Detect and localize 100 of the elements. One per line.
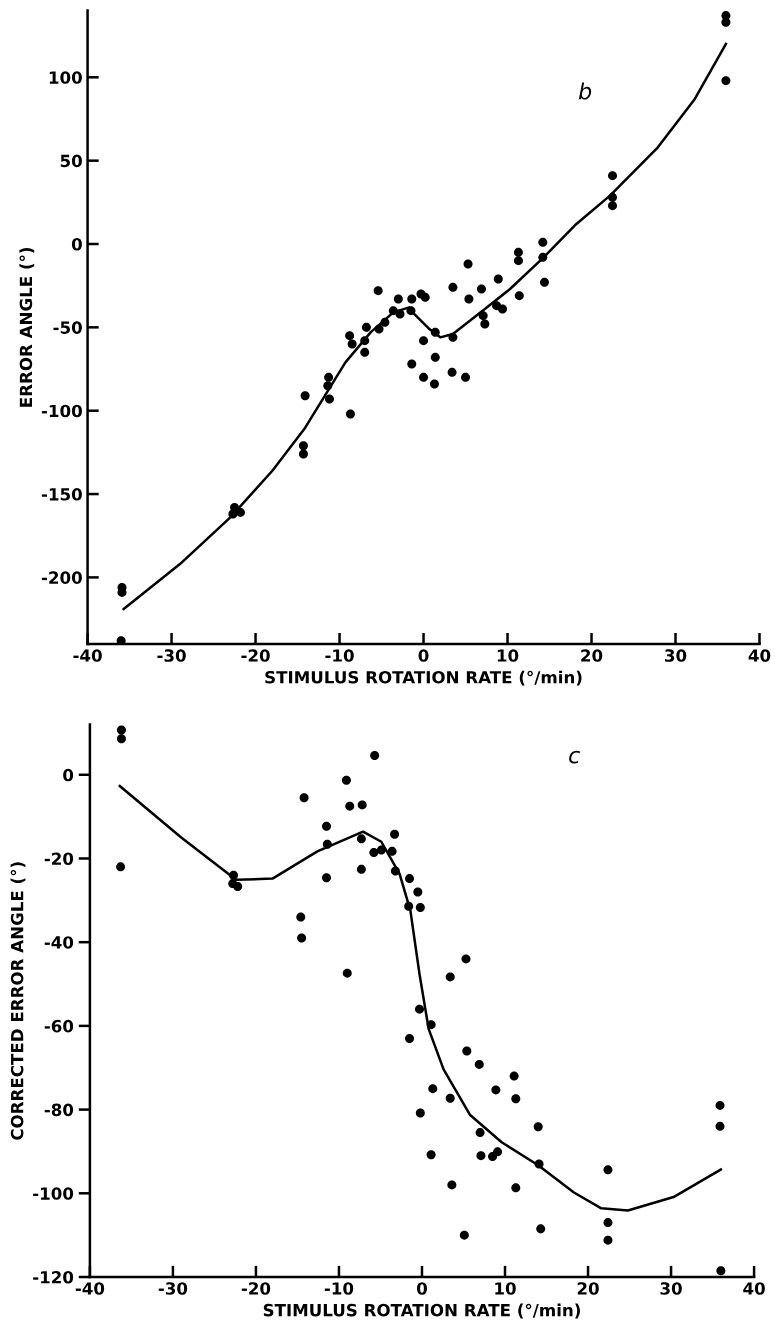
- point: [345, 331, 355, 341]
- point: [475, 1128, 485, 1138]
- point: [341, 775, 351, 785]
- point: [430, 352, 440, 362]
- point: [405, 1033, 415, 1043]
- annotation: c: [569, 750, 581, 764]
- point: [497, 304, 507, 314]
- y-tick-label: -100: [41, 404, 82, 418]
- point: [426, 1020, 436, 1030]
- point: [228, 509, 238, 519]
- y-axis-title: ERROR ANGLE (°): [19, 247, 35, 407]
- point: [387, 846, 397, 856]
- x-tick-label: 20: [577, 1282, 599, 1295]
- point: [603, 1235, 613, 1245]
- point: [511, 1094, 521, 1104]
- x-tick-label: 0: [416, 1282, 427, 1295]
- point: [448, 332, 458, 342]
- point: [407, 294, 417, 304]
- point: [419, 336, 429, 346]
- point: [413, 887, 423, 897]
- point: [296, 912, 306, 922]
- point: [448, 282, 458, 292]
- y-tick-label: -100: [33, 1187, 74, 1200]
- point: [116, 862, 126, 872]
- point: [297, 933, 307, 943]
- y-tick-label: -40: [44, 936, 74, 949]
- point: [462, 1046, 472, 1056]
- point: [480, 319, 490, 329]
- point: [360, 336, 370, 346]
- point: [233, 882, 243, 892]
- point: [415, 1108, 425, 1118]
- x-tick-label: -20: [241, 1282, 271, 1295]
- point: [116, 734, 126, 744]
- point: [536, 1224, 546, 1234]
- point: [373, 286, 383, 296]
- point: [322, 839, 332, 849]
- point: [361, 322, 371, 332]
- point: [229, 870, 239, 880]
- line-series: [118, 784, 723, 1212]
- annotation: b: [578, 82, 592, 100]
- point: [493, 274, 503, 284]
- point: [603, 1165, 613, 1175]
- point: [405, 874, 415, 884]
- point: [345, 409, 355, 419]
- point: [388, 306, 398, 316]
- point: [407, 359, 417, 369]
- point: [493, 1147, 503, 1157]
- y-tick-label: -80: [44, 1103, 74, 1117]
- point: [370, 751, 380, 761]
- point: [539, 277, 549, 287]
- point: [430, 327, 440, 337]
- point: [116, 725, 126, 735]
- point: [356, 834, 366, 844]
- point: [369, 848, 379, 858]
- point: [300, 391, 310, 401]
- point: [322, 873, 332, 883]
- point: [406, 306, 416, 316]
- point: [716, 1266, 726, 1276]
- x-tick-label: 0: [418, 649, 429, 662]
- x-axis-title: STIMULUS ROTATION RATE (°/min): [265, 670, 582, 686]
- point: [459, 1230, 469, 1240]
- x-tick-label: -40: [73, 649, 102, 662]
- x-tick-label: 30: [660, 1282, 682, 1295]
- point: [356, 864, 366, 874]
- point: [476, 284, 486, 294]
- point: [445, 972, 455, 982]
- point: [476, 1151, 486, 1161]
- point: [324, 394, 334, 404]
- point: [342, 968, 352, 978]
- point: [324, 372, 334, 382]
- x-tick-label: 40: [748, 649, 771, 662]
- x-tick-label: 30: [665, 649, 687, 662]
- y-tick-label: -50: [53, 321, 82, 334]
- point: [429, 379, 439, 389]
- point: [299, 793, 309, 803]
- point: [464, 294, 474, 304]
- x-tick-label: -30: [158, 1282, 188, 1295]
- x-tick-label: -30: [157, 649, 186, 662]
- point: [426, 1150, 436, 1160]
- y-tick-label: 0: [63, 768, 74, 782]
- point: [513, 247, 523, 257]
- point: [360, 347, 370, 357]
- point: [428, 1084, 438, 1094]
- point: [533, 1122, 543, 1132]
- point: [447, 367, 457, 377]
- point: [393, 294, 403, 304]
- y-tick-label: 0: [71, 237, 82, 251]
- x-tick-label: -40: [75, 1282, 105, 1295]
- point: [347, 339, 357, 349]
- point: [390, 829, 400, 839]
- point: [374, 324, 384, 334]
- point: [474, 1059, 484, 1069]
- x-axis-title: STIMULUS ROTATION RATE (°/min): [263, 1303, 580, 1319]
- point: [603, 1218, 613, 1228]
- point: [419, 372, 429, 382]
- point: [715, 1121, 725, 1131]
- line-series: [122, 42, 728, 611]
- point: [298, 441, 308, 451]
- point: [463, 259, 473, 269]
- point: [420, 292, 430, 302]
